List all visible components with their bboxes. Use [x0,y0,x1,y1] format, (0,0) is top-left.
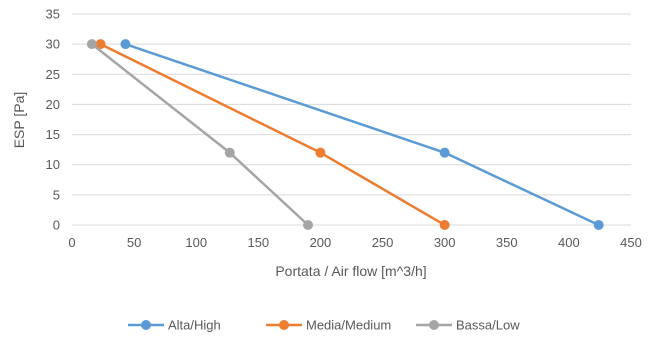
x-tick-label: 50 [127,235,141,250]
legend-item: Bassa/Low [416,318,520,333]
data-point [439,220,450,230]
data-point [86,39,97,50]
data-point [315,147,326,158]
legend-marker [279,320,289,330]
legend-label: Alta/High [168,318,221,333]
series-3 [86,39,314,230]
y-tick-label: 0 [53,218,60,233]
x-tick-label: 400 [558,235,580,250]
y-tick-label: 15 [46,127,60,142]
legend-item: Alta/High [128,318,221,333]
x-tick-label: 350 [496,235,518,250]
data-point [224,147,235,158]
x-axis-title: Portata / Air flow [m^3/h] [275,263,426,279]
x-tick-label: 250 [372,235,394,250]
x-tick-label: 0 [68,235,75,250]
legend-item: Media/Medium [266,318,391,333]
data-point [439,147,450,158]
x-tick-label: 450 [620,235,642,250]
x-tick-label: 300 [434,235,456,250]
y-tick-label: 5 [53,187,60,202]
x-tick-labels: 0 50 100 150 200 250 300 350 400 450 [68,235,641,250]
y-tick-label: 25 [46,67,60,82]
series-lines [86,39,604,230]
legend-label: Media/Medium [306,318,391,333]
x-tick-label: 150 [247,235,269,250]
legend-marker [429,320,439,330]
x-tick-label: 200 [310,235,332,250]
x-tick-label: 100 [185,235,207,250]
legend: Alta/High Media/Medium Bassa/Low [128,318,520,333]
y-tick-label: 20 [46,97,60,112]
series-2 [95,39,450,230]
y-tick-label: 30 [46,37,60,52]
data-point [120,39,131,50]
y-axis-title: ESP [Pa] [11,92,27,149]
gridlines [72,13,631,196]
data-point [593,220,604,230]
y-tick-label: 10 [46,157,60,172]
data-point [303,220,314,230]
legend-marker [141,320,151,330]
y-tick-label: 35 [46,7,60,22]
y-tick-labels: 0 5 10 15 20 25 30 35 [46,7,60,233]
legend-label: Bassa/Low [456,318,520,333]
series-1 [120,39,604,230]
data-point [95,39,106,50]
